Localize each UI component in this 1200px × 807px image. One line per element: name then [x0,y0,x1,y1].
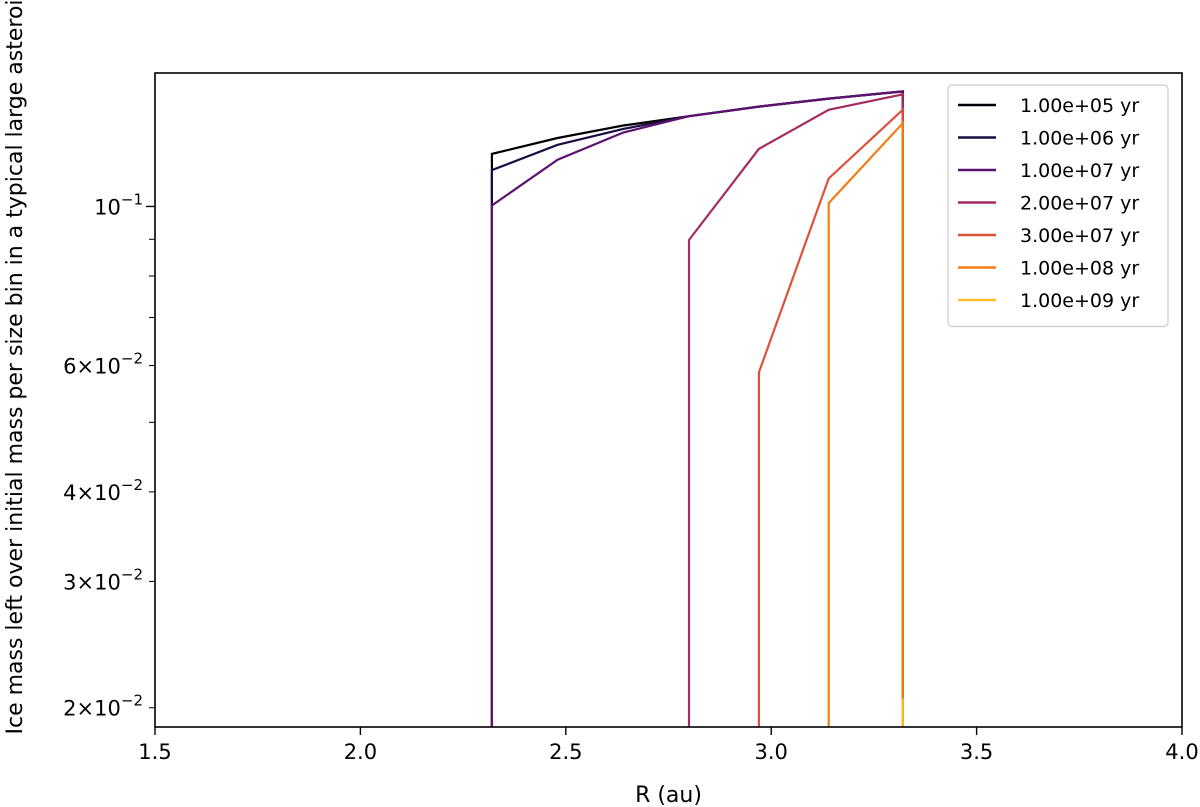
y-axis-label: Ice mass left over initial mass per size… [3,0,28,735]
times-symbol: × [77,481,95,505]
y-tick-exponent: −1 [121,190,143,208]
series-line-0 [490,90,904,727]
legend: 1.00e+05 yr 1.00e+06 yr 1.00e+07 yr 2.00e+0… [947,84,1169,328]
y-tick-mantissa: 6 [63,355,76,379]
legend-box [947,84,1169,328]
x-axis-label: R (au) [635,783,702,807]
y-tick-mantissa: 4 [63,481,76,505]
times-symbol: × [77,697,95,721]
legend-label: 1.00e+06 yr [1020,128,1139,150]
series-line-3 [687,93,904,727]
series-line-1 [490,90,904,727]
y-tick-exponent: −2 [121,692,143,710]
y-tick-exponent: −2 [121,350,143,368]
x-axis-ticks: 1.5 2.0 2.5 3.0 3.5 4.0 [138,727,1199,764]
y-tick-mantissa: 2 [63,697,76,721]
legend-label: 1.00e+08 yr [1020,258,1139,280]
y-tick-base: 10 [94,570,121,594]
times-symbol: × [77,355,95,379]
legend-label: 2.00e+07 yr [1020,193,1139,215]
legend-label: 1.00e+09 yr [1020,290,1139,312]
legend-label: 1.00e+07 yr [1020,160,1139,182]
series-line-5 [827,120,904,727]
plot-frame [154,72,1183,728]
series-line-2 [490,90,904,727]
y-tick-base: 10 [94,697,121,721]
y-tick-base: 10 [94,481,121,505]
y-tick-label: 6×10−2 [63,350,143,379]
x-tick-label: 3.0 [754,740,787,764]
y-tick-mantissa: 3 [63,570,76,594]
series-layer [490,90,904,727]
legend-label: 1.00e+05 yr [1020,95,1139,117]
x-tick-label: 2.0 [344,740,377,764]
x-tick-label: 2.5 [549,740,582,764]
x-tick-label: 4.0 [1165,740,1198,764]
y-tick-base: 10 [94,355,121,379]
y-tick-base: 10 [94,195,121,219]
y-tick-exponent: −2 [121,565,143,583]
y-tick-label: 10−1 [94,190,143,219]
y-axis-ticks: 10−12×10−23×10−24×10−26×10−2 [63,190,155,721]
x-tick-label: 3.5 [960,740,993,764]
y-tick-label: 2×10−2 [63,692,143,721]
legend-label: 3.00e+07 yr [1020,225,1139,247]
y-tick-exponent: −2 [121,476,143,494]
x-tick-label: 1.5 [138,740,171,764]
y-tick-label: 3×10−2 [63,565,143,594]
times-symbol: × [77,570,95,594]
y-tick-label: 4×10−2 [63,476,143,505]
